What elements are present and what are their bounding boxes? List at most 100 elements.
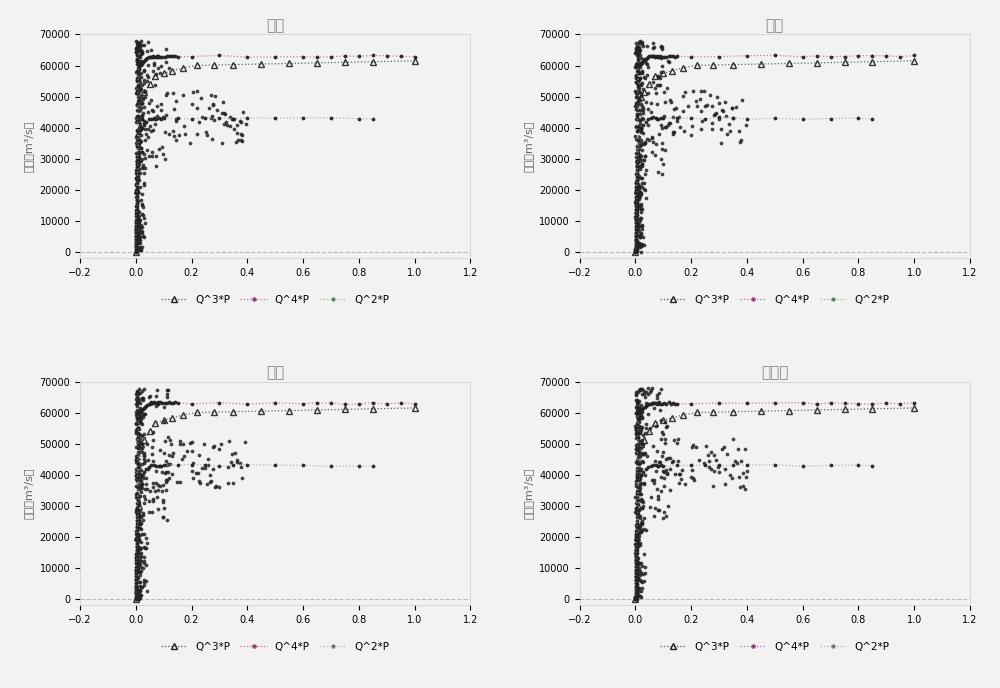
Point bbox=[631, 458, 647, 469]
Point bbox=[628, 497, 644, 508]
Point bbox=[665, 127, 681, 138]
Point bbox=[629, 109, 645, 120]
Point bbox=[157, 153, 173, 164]
Point bbox=[149, 101, 165, 112]
Point bbox=[628, 550, 644, 561]
Point bbox=[632, 539, 648, 550]
Point bbox=[637, 469, 653, 480]
Point bbox=[130, 81, 146, 92]
Point bbox=[150, 484, 166, 495]
Point bbox=[631, 559, 647, 570]
Point bbox=[135, 515, 151, 526]
Point bbox=[133, 219, 149, 230]
Point bbox=[132, 402, 148, 413]
Point bbox=[221, 436, 237, 447]
Point bbox=[133, 582, 149, 593]
Point bbox=[131, 535, 147, 546]
Point bbox=[628, 76, 644, 87]
Point bbox=[133, 547, 149, 558]
Point bbox=[653, 119, 669, 130]
Point bbox=[630, 122, 646, 133]
Point bbox=[638, 525, 654, 536]
Point bbox=[130, 497, 146, 508]
Point bbox=[631, 402, 647, 413]
Point bbox=[631, 83, 647, 94]
Point bbox=[632, 180, 648, 191]
Point bbox=[133, 244, 149, 255]
Point bbox=[634, 67, 650, 78]
Point bbox=[631, 415, 647, 426]
Point bbox=[129, 50, 145, 61]
Point bbox=[131, 516, 147, 527]
Point bbox=[652, 80, 668, 91]
Point bbox=[655, 429, 671, 440]
Point bbox=[135, 510, 151, 521]
Point bbox=[632, 427, 648, 438]
Point bbox=[634, 66, 650, 77]
Point bbox=[182, 437, 198, 448]
Point bbox=[132, 181, 148, 192]
Point bbox=[629, 156, 645, 167]
Point bbox=[132, 105, 148, 116]
Point bbox=[665, 129, 681, 140]
Point bbox=[629, 431, 645, 442]
Point bbox=[132, 481, 148, 492]
Point bbox=[232, 458, 248, 469]
Point bbox=[649, 389, 665, 400]
Point bbox=[128, 47, 144, 58]
Point bbox=[139, 69, 155, 80]
Point bbox=[129, 411, 145, 422]
Point bbox=[630, 79, 646, 90]
Point bbox=[188, 468, 204, 479]
Point bbox=[137, 542, 153, 553]
Point bbox=[630, 466, 646, 477]
Point bbox=[132, 592, 148, 603]
Point bbox=[635, 439, 651, 450]
Point bbox=[645, 76, 661, 87]
Point bbox=[628, 152, 644, 163]
Point bbox=[131, 38, 147, 49]
Point bbox=[654, 144, 670, 155]
Point bbox=[651, 505, 667, 516]
Point bbox=[645, 38, 661, 49]
Point bbox=[130, 415, 146, 426]
Point bbox=[633, 204, 649, 215]
Point bbox=[653, 471, 669, 482]
Point bbox=[631, 475, 647, 486]
Point bbox=[129, 161, 145, 172]
Point bbox=[629, 213, 645, 224]
Point bbox=[129, 100, 145, 111]
Point bbox=[130, 237, 146, 248]
Point bbox=[158, 109, 174, 120]
Point bbox=[151, 144, 167, 155]
Point bbox=[650, 72, 666, 83]
Point bbox=[201, 103, 217, 114]
Point bbox=[634, 113, 650, 124]
Point bbox=[631, 413, 647, 424]
Point bbox=[634, 239, 650, 250]
Point bbox=[135, 392, 151, 403]
Point bbox=[148, 400, 164, 411]
Point bbox=[629, 407, 645, 418]
Point bbox=[129, 131, 145, 142]
Point bbox=[131, 533, 147, 544]
Point bbox=[128, 36, 144, 47]
Point bbox=[128, 454, 144, 465]
Point bbox=[631, 189, 647, 200]
Point bbox=[233, 462, 249, 473]
Point bbox=[129, 38, 145, 49]
Point bbox=[234, 136, 250, 147]
Point bbox=[141, 506, 157, 517]
Point bbox=[145, 427, 161, 438]
Point bbox=[629, 419, 645, 430]
Point bbox=[237, 436, 253, 447]
Point bbox=[629, 101, 645, 112]
Point bbox=[630, 47, 646, 58]
Point bbox=[200, 454, 216, 465]
Point bbox=[131, 409, 147, 420]
Point bbox=[684, 441, 700, 452]
Point bbox=[628, 88, 644, 99]
Point bbox=[133, 83, 149, 94]
Point bbox=[628, 594, 644, 605]
Point bbox=[636, 479, 652, 490]
